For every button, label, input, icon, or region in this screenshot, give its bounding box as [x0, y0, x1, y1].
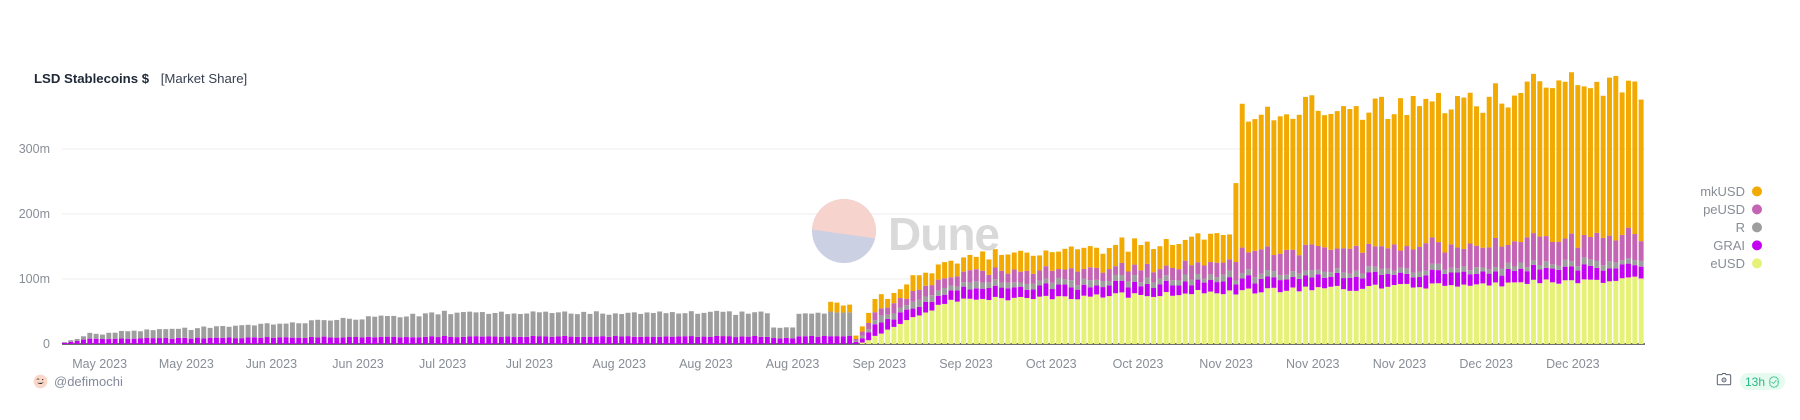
svg-text:Dec 2023: Dec 2023	[1546, 357, 1600, 371]
svg-text:Jul 2023: Jul 2023	[506, 357, 553, 371]
svg-text:Oct 2023: Oct 2023	[1113, 357, 1164, 371]
svg-text:eUSD: eUSD	[1710, 256, 1745, 271]
svg-text:Nov 2023: Nov 2023	[1199, 357, 1253, 371]
svg-text:Sep 2023: Sep 2023	[939, 357, 993, 371]
svg-text:Nov 2023: Nov 2023	[1373, 357, 1427, 371]
svg-text:Aug 2023: Aug 2023	[766, 357, 820, 371]
svg-text:May 2023: May 2023	[72, 357, 127, 371]
svg-text:200m: 200m	[19, 207, 50, 221]
svg-text:100m: 100m	[19, 272, 50, 286]
svg-text:300m: 300m	[19, 142, 50, 156]
svg-text:Dec 2023: Dec 2023	[1459, 357, 1513, 371]
svg-text:0: 0	[43, 337, 50, 351]
svg-text:May 2023: May 2023	[159, 357, 214, 371]
svg-text:Jun 2023: Jun 2023	[246, 357, 297, 371]
svg-text:peUSD: peUSD	[1703, 202, 1745, 217]
svg-text:mkUSD: mkUSD	[1700, 184, 1745, 199]
svg-text:GRAI: GRAI	[1713, 238, 1745, 253]
svg-text:Nov 2023: Nov 2023	[1286, 357, 1340, 371]
svg-text:Aug 2023: Aug 2023	[592, 357, 646, 371]
svg-text:Jul 2023: Jul 2023	[419, 357, 466, 371]
svg-text:R: R	[1736, 220, 1745, 235]
svg-text:Jun 2023: Jun 2023	[332, 357, 383, 371]
svg-text:Oct 2023: Oct 2023	[1026, 357, 1077, 371]
svg-text:Sep 2023: Sep 2023	[853, 357, 907, 371]
svg-text:Aug 2023: Aug 2023	[679, 357, 733, 371]
